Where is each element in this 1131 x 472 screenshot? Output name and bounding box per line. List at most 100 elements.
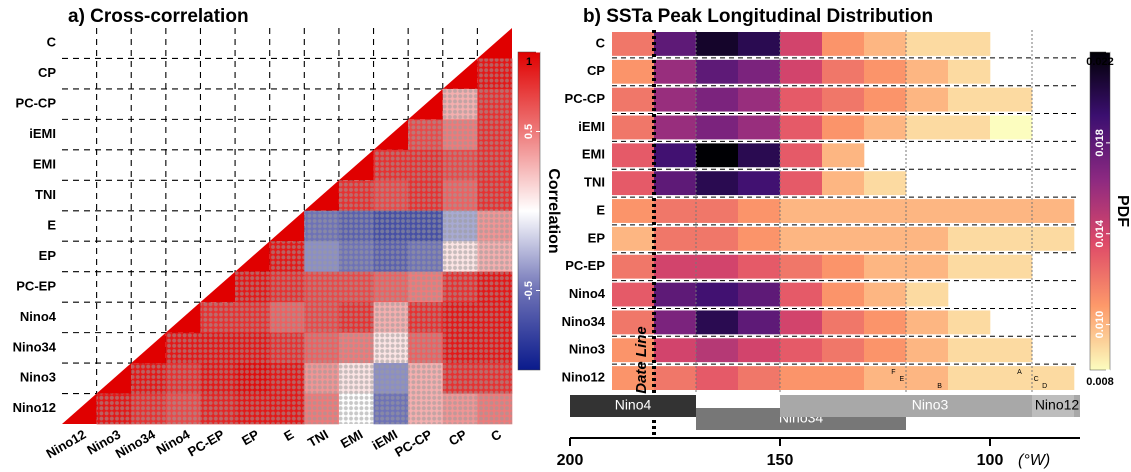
- colorbar: [1089, 51, 1111, 371]
- row-label: PC-CP: [16, 96, 57, 111]
- member-marker: A: [1017, 369, 1022, 376]
- member-dots: [442, 88, 478, 120]
- member-dots: [338, 180, 374, 211]
- member-dots: [235, 332, 270, 364]
- pdf-cell: [654, 338, 697, 363]
- pdf-cell: [822, 282, 865, 307]
- member-dots: [269, 302, 305, 333]
- member-dots: [442, 271, 478, 303]
- column-label: CP: [446, 426, 469, 448]
- member-dots: [408, 271, 443, 303]
- row-label: Nino34: [13, 339, 57, 354]
- pdf-cell: [738, 115, 781, 140]
- member-dots: [442, 149, 478, 181]
- pdf-cell: [654, 199, 697, 223]
- pdf-cell: [780, 366, 823, 390]
- pdf-cell: [1032, 199, 1075, 223]
- pdf-cell: [612, 32, 655, 56]
- pdf-cell: [654, 254, 697, 279]
- pdf-cell: [948, 59, 991, 84]
- member-dots: [442, 210, 478, 242]
- pdf-cell: [990, 87, 1033, 112]
- correlation-cell: [373, 119, 409, 150]
- pdf-cell: [906, 254, 949, 279]
- member-dots: [373, 180, 409, 211]
- member-marker: D: [1042, 383, 1047, 390]
- member-dots: [235, 363, 270, 394]
- pdf-cell: [948, 87, 991, 112]
- member-dots: [338, 302, 374, 333]
- colorbar-tick-label: -0.5: [523, 281, 535, 300]
- member-dots: [477, 88, 512, 120]
- pdf-cell: [654, 226, 697, 251]
- member-dots: [200, 332, 236, 364]
- correlation-cell: [269, 210, 305, 242]
- pdf-cell: [738, 338, 781, 363]
- pdf-cell: [738, 59, 781, 84]
- colorbar-tick-label: 1: [526, 56, 532, 68]
- member-dots: [442, 302, 478, 333]
- pdf-cell: [612, 59, 655, 84]
- pdf-cell: [1032, 226, 1075, 251]
- pdf-cell: [738, 171, 781, 196]
- member-dots: [131, 363, 166, 394]
- row-label: EP: [39, 248, 57, 263]
- pdf-cell: [990, 115, 1033, 140]
- pdf-cell: [696, 338, 739, 363]
- row-label: PC-EP: [16, 278, 56, 293]
- pdf-cell: [738, 282, 781, 307]
- pdf-cell: [654, 282, 697, 307]
- pdf-cell: [612, 366, 655, 390]
- pdf-cell: [990, 338, 1033, 363]
- pdf-cell: [864, 87, 907, 112]
- row-label: PC-EP: [565, 258, 605, 273]
- pdf-cell: [654, 171, 697, 196]
- member-dots: [408, 332, 443, 364]
- pdf-cell: [654, 310, 697, 335]
- pdf-cell: [822, 366, 865, 390]
- row-label: TNI: [35, 187, 56, 202]
- pdf-cell: [696, 171, 739, 196]
- annotation: Date Line: [633, 326, 650, 394]
- pdf-cell: [612, 282, 655, 307]
- member-dots: [442, 393, 478, 424]
- pdf-cell: [948, 32, 991, 56]
- row-label: Nino12: [562, 370, 605, 385]
- pdf-cell: [906, 32, 949, 56]
- member-dots: [131, 393, 166, 424]
- colorbar-tick-label: 0.014: [1094, 219, 1106, 247]
- member-dots: [477, 241, 512, 272]
- colorbar-label: Correlation: [545, 168, 562, 253]
- pdf-cell: [780, 32, 823, 56]
- row-label: Nino3: [569, 342, 605, 357]
- member-dots: [477, 271, 512, 303]
- pdf-cell: [612, 226, 655, 251]
- row-label: CP: [587, 63, 605, 78]
- pdf-cell: [906, 199, 949, 223]
- member-dots: [373, 241, 409, 272]
- pdf-cell: [864, 199, 907, 223]
- member-dots: [477, 58, 512, 89]
- member-dots: [338, 241, 374, 272]
- pdf-cell: [738, 310, 781, 335]
- correlation-cell: [62, 393, 97, 424]
- region-label: Nino3: [912, 397, 949, 413]
- colorbar: [517, 51, 541, 371]
- column-label: EMI: [338, 427, 366, 452]
- pdf-cell: [612, 115, 655, 140]
- pdf-cell: [780, 199, 823, 223]
- pdf-cell: [654, 115, 697, 140]
- pdf-cell: [654, 143, 697, 168]
- pdf-cell: [738, 143, 781, 168]
- pdf-cell: [906, 366, 949, 390]
- colorbar-tick-label: 0.5: [523, 124, 535, 139]
- pdf-cell: [654, 87, 697, 112]
- member-dots: [304, 363, 339, 394]
- row-label: EP: [588, 230, 606, 245]
- pdf-cell: [780, 143, 823, 168]
- column-label: TNI: [305, 427, 331, 450]
- correlation-cell: [131, 332, 166, 364]
- member-dots: [304, 271, 339, 303]
- pdf-cell: [654, 59, 697, 84]
